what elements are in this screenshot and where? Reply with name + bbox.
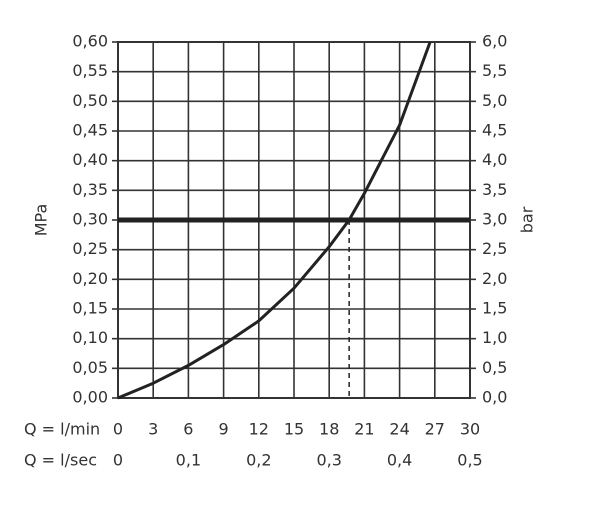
y2-tick-label: 5,0 [482,91,507,110]
y-tick-label: 0,20 [72,269,108,288]
y2-tick-label: 3,5 [482,180,507,199]
y2-tick-label: 6,0 [482,32,507,51]
y-tick-label: 0,50 [72,91,108,110]
y-tick-label: 0,15 [72,299,108,318]
x2-tick-label: 0 [113,451,123,470]
y2-tick-label: 4,0 [482,150,507,169]
y2-tick-label: 2,5 [482,239,507,258]
x-tick-label: 18 [319,420,339,439]
y2-tick-label: 2,0 [482,269,507,288]
x2-tick-label: 0,2 [246,451,271,470]
y2-tick-label: 4,5 [482,121,507,140]
x-tick-label: 15 [284,420,304,439]
x-tick-label: 0 [113,420,123,439]
y-tick-label: 0,10 [72,328,108,347]
x-tick-label: 21 [354,420,374,439]
x-tick-label: 3 [148,420,158,439]
y-axis-label: MPa [32,204,51,237]
x-tick-label: 6 [183,420,193,439]
y-tick-label: 0,25 [72,239,108,258]
x2-tick-label: 0,1 [176,451,201,470]
x2-tick-label: 0,4 [387,451,412,470]
x2-tick-label: 0,3 [316,451,341,470]
x-tick-label: 27 [425,420,445,439]
y2-tick-label: 1,0 [482,328,507,347]
y-tick-label: 0,55 [72,61,108,80]
y-tick-label: 0,35 [72,180,108,199]
y-tick-label: 0,05 [72,358,108,377]
y2-tick-label: 5,5 [482,61,507,80]
x2-axis-label: Q = l/sec [24,451,97,470]
y-tick-label: 0,45 [72,121,108,140]
y2-axis-label: bar [518,206,537,233]
y-tick-label: 0,00 [72,388,108,407]
y2-tick-label: 1,5 [482,299,507,318]
x-tick-label: 9 [219,420,229,439]
y2-tick-label: 0,0 [482,388,507,407]
y-tick-label: 0,30 [72,210,108,229]
y2-tick-label: 0,5 [482,358,507,377]
x-tick-label: 24 [389,420,409,439]
curve [117,41,432,400]
y-tick-label: 0,40 [72,150,108,169]
y-tick-label: 0,60 [72,32,108,51]
x-axis-label: Q = l/min [24,420,100,439]
y2-tick-label: 3,0 [482,210,507,229]
x2-tick-label: 0,5 [457,451,482,470]
x-tick-label: 12 [249,420,269,439]
x-tick-label: 30 [460,420,480,439]
